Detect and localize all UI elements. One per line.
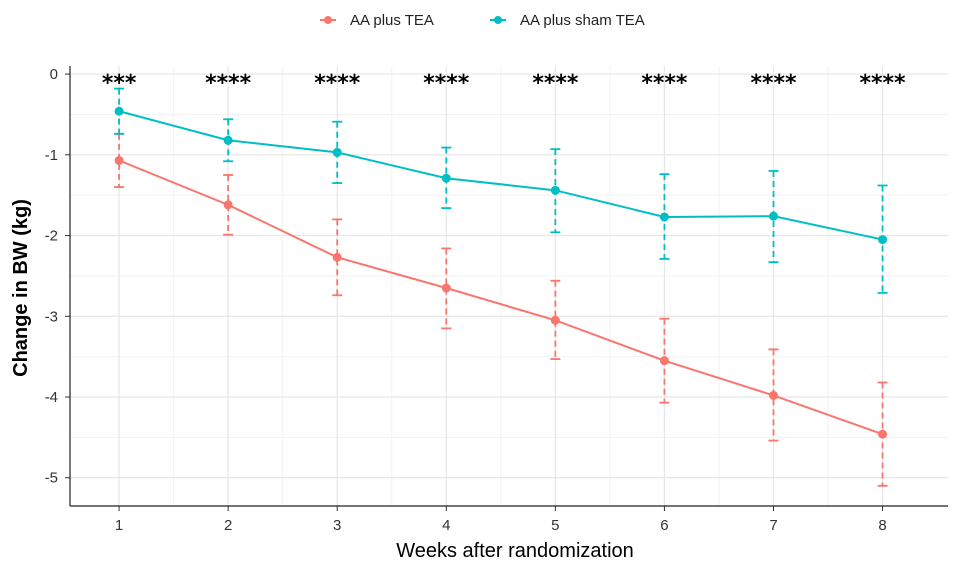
- significance-label: ***: [102, 71, 137, 96]
- data-point: [659, 212, 669, 222]
- series-layer: [114, 87, 888, 487]
- x-tick-label: 7: [769, 517, 777, 534]
- significance-label: ****: [423, 71, 470, 96]
- data-point: [768, 211, 778, 221]
- data-point: [441, 283, 451, 293]
- y-tick-label: -5: [45, 470, 58, 487]
- x-tick-label: 3: [333, 517, 341, 534]
- x-axis-title: Weeks after randomization: [396, 540, 634, 562]
- y-axis-title: Change in BW (kg): [10, 199, 32, 377]
- legend-swatch-point: [324, 16, 332, 24]
- data-point: [659, 356, 669, 366]
- data-point: [878, 429, 888, 439]
- data-point: [550, 315, 560, 325]
- data-point: [878, 235, 888, 245]
- y-tick-label: 0: [50, 66, 58, 83]
- data-point: [332, 147, 342, 157]
- x-tick-label: 5: [551, 517, 559, 534]
- y-tick-label: -1: [45, 147, 58, 164]
- x-tick-label: 2: [224, 517, 232, 534]
- y-tick-label: -2: [45, 228, 58, 245]
- data-point: [223, 200, 233, 210]
- data-point: [114, 155, 124, 165]
- x-tick-label: 4: [442, 517, 450, 534]
- x-tick-label: 8: [878, 517, 886, 534]
- significance-label: ****: [205, 71, 252, 96]
- significance-label: ****: [750, 71, 797, 96]
- series-line: [118, 159, 883, 436]
- axes: 1 2 3 4 5 6 7 8 0 -1 -2 -3 -4 -5: [45, 66, 948, 534]
- significance-label: ****: [314, 71, 361, 96]
- data-point: [550, 185, 560, 195]
- legend-swatch-point: [494, 16, 502, 24]
- legend-label: AA plus sham TEA: [520, 12, 645, 29]
- annotations: *** **** **** **** **** **** **** ****: [102, 71, 906, 96]
- data-point: [332, 252, 342, 262]
- legend-label: AA plus TEA: [350, 12, 434, 29]
- series-line: [118, 110, 883, 241]
- x-tick-label: 1: [115, 517, 123, 534]
- legend: AA plus TEA AA plus sham TEA: [320, 12, 645, 29]
- data-point: [441, 173, 451, 183]
- data-point: [768, 390, 778, 400]
- data-point: [114, 106, 124, 116]
- y-tick-label: -3: [45, 308, 58, 325]
- y-tick-label: -4: [45, 389, 58, 406]
- grid: [70, 66, 948, 506]
- significance-label: ****: [532, 71, 579, 96]
- significance-label: ****: [641, 71, 688, 96]
- data-point: [223, 135, 233, 145]
- significance-label: ****: [860, 71, 907, 96]
- x-tick-label: 6: [660, 517, 668, 534]
